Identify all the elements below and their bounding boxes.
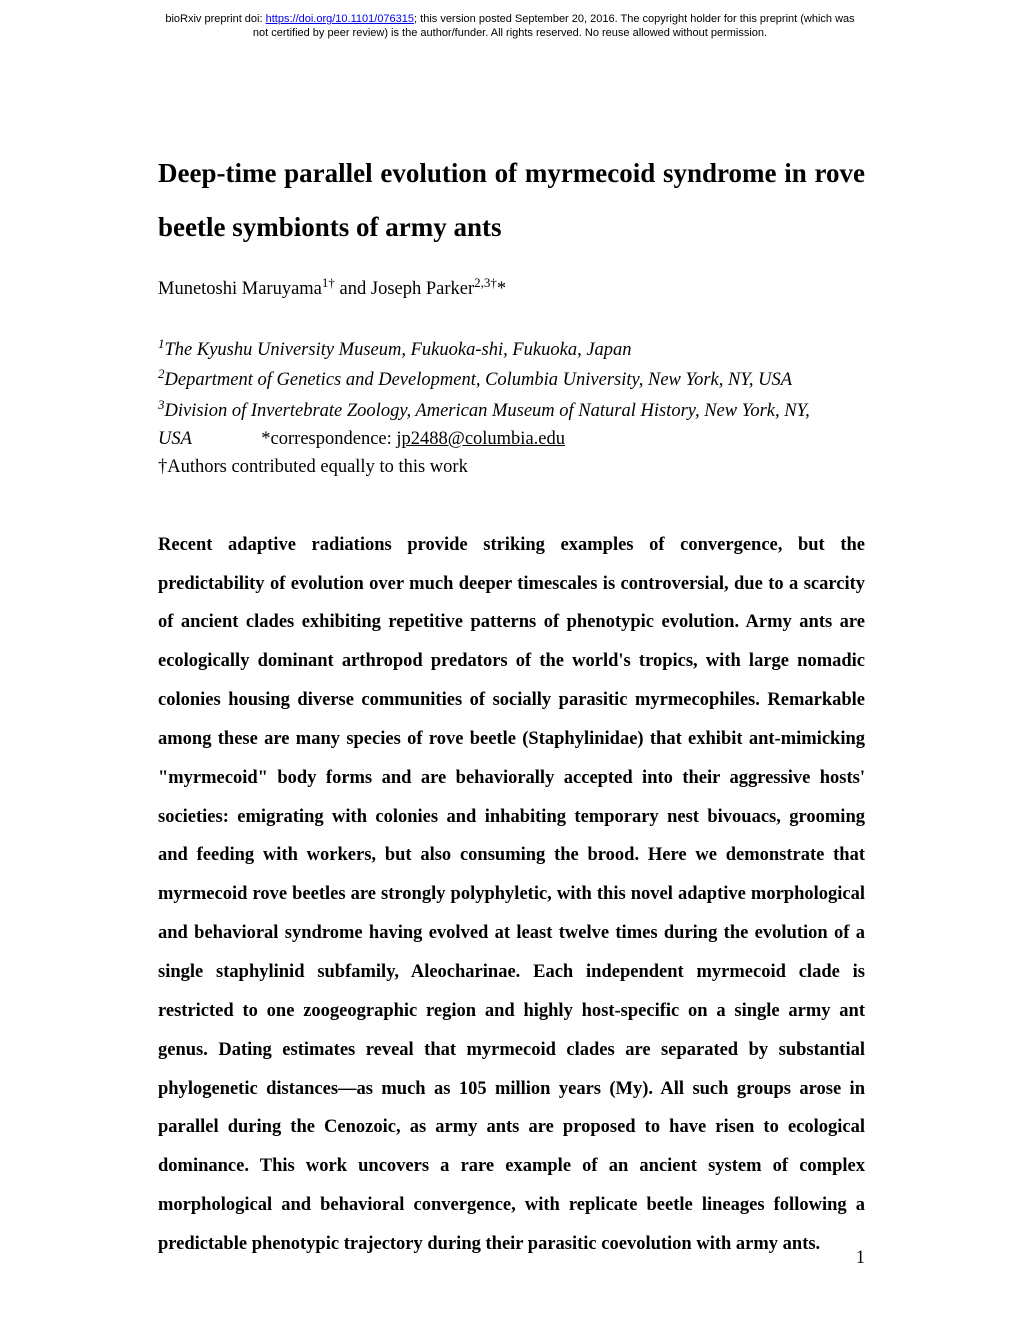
paper-title: Deep-time parallel evolution of myrmecoi… [158,146,865,254]
aff1-text: The Kyushu University Museum, Fukuoka-sh… [165,340,632,360]
content-area: Deep-time parallel evolution of myrmecoi… [0,41,1020,1264]
author2-name: Joseph Parker [371,279,474,299]
correspondence-email: jp2488@columbia.edu [396,429,565,449]
preprint-header-line1-post: ; this version posted September 20, 2016… [414,13,855,25]
author1-sup: 1† [322,275,335,290]
preprint-header: bioRxiv preprint doi: https://doi.org/10… [0,0,1020,41]
abstract-text: Recent adaptive radiations provide strik… [158,526,865,1264]
preprint-header-line2: not certified by peer review) is the aut… [253,27,767,39]
affiliation-2: 2Department of Genetics and Development,… [158,364,865,395]
author2-sup: 2,3† [474,275,497,290]
author-contribution: †Authors contributed equally to this wor… [158,454,865,482]
affiliation-3-and-correspondence: 3Division of Invertebrate Zoology, Ameri… [158,395,865,454]
doi-link[interactable]: https://doi.org/10.1101/076315 [266,13,414,25]
affiliation-1: 1The Kyushu University Museum, Fukuoka-s… [158,334,865,365]
correspondence-label: *correspondence: [261,429,396,449]
authors-conjunction: and [335,279,371,299]
authors-line: Munetoshi Maruyama1† and Joseph Parker2,… [158,273,865,304]
correspondence-spacing [192,429,261,449]
page-number: 1 [856,1248,865,1269]
aff2-text: Department of Genetics and Development, … [165,371,793,391]
affiliations-block: 1The Kyushu University Museum, Fukuoka-s… [158,334,865,482]
author1-name: Munetoshi Maruyama [158,279,322,299]
author2-corresponding-mark: * [497,279,506,299]
preprint-header-line1-pre: bioRxiv preprint doi: [165,13,265,25]
